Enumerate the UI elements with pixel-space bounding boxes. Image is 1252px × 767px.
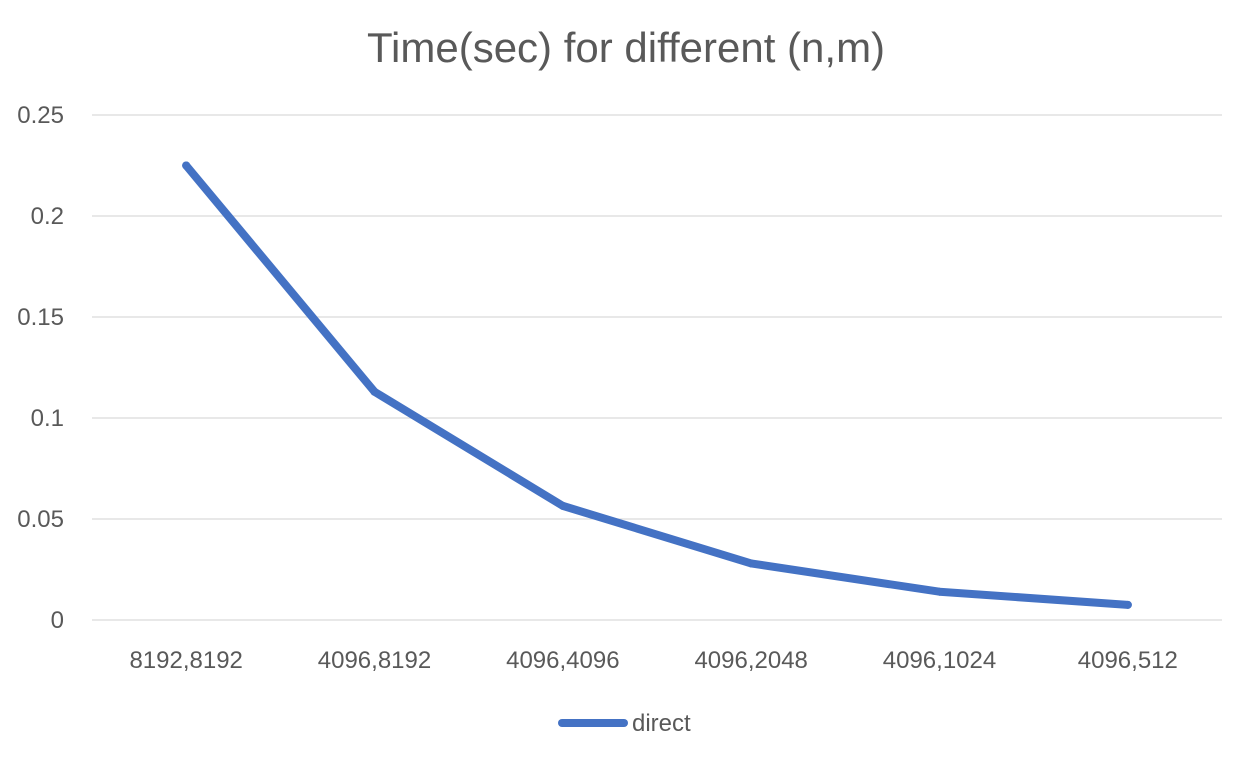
x-tick-label: 4096,2048 bbox=[694, 647, 807, 674]
y-tick-label: 0.2 bbox=[31, 203, 64, 230]
legend-label: direct bbox=[632, 710, 691, 737]
x-tick-label: 4096,4096 bbox=[506, 647, 619, 674]
y-tick-label: 0 bbox=[51, 607, 64, 634]
data-point bbox=[370, 387, 379, 396]
y-tick-label: 0.05 bbox=[17, 506, 64, 533]
x-tick-label: 4096,512 bbox=[1078, 647, 1178, 674]
data-point bbox=[182, 161, 191, 170]
chart-title: Time(sec) for different (n,m) bbox=[367, 24, 885, 71]
data-point bbox=[747, 559, 756, 568]
y-axis-ticks: 0 0.05 0.1 0.15 0.2 0.25 bbox=[17, 102, 64, 634]
x-tick-label: 8192,8192 bbox=[129, 647, 242, 674]
legend: direct bbox=[558, 710, 691, 737]
series-line-direct bbox=[182, 161, 1132, 609]
x-tick-label: 4096,1024 bbox=[883, 647, 996, 674]
data-point bbox=[558, 501, 567, 510]
x-tick-label: 4096,8192 bbox=[318, 647, 431, 674]
data-point bbox=[935, 587, 944, 596]
y-tick-label: 0.1 bbox=[31, 405, 64, 432]
data-point bbox=[1123, 600, 1132, 609]
gridlines bbox=[92, 114, 1222, 621]
y-tick-label: 0.25 bbox=[17, 102, 64, 129]
series-layer bbox=[182, 161, 1132, 609]
x-axis-ticks: 8192,8192 4096,8192 4096,4096 4096,2048 4096… bbox=[129, 647, 1177, 674]
y-tick-label: 0.15 bbox=[17, 304, 64, 331]
